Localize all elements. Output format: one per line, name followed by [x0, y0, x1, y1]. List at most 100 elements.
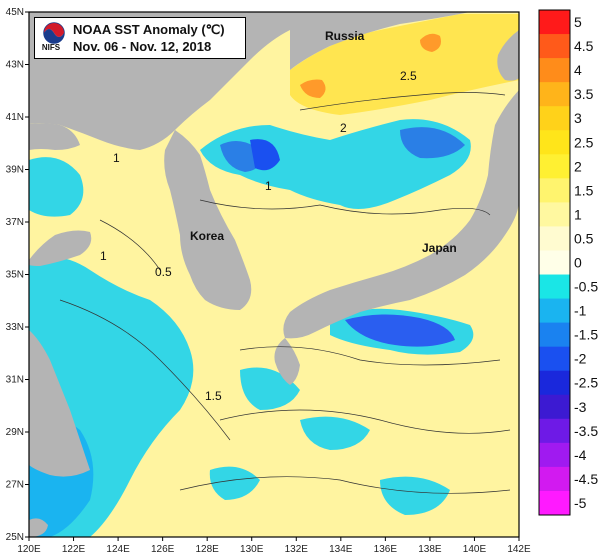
legend-label: 2	[574, 158, 582, 174]
map-date-range: Nov. 06 - Nov. 12, 2018	[73, 39, 212, 54]
land-japan-kyushu	[274, 338, 300, 385]
nifs-logo-icon	[43, 22, 65, 44]
x-tick-label: 126E	[151, 544, 175, 555]
place-label-japan: Japan	[422, 241, 457, 255]
y-tick-label: 27N	[6, 480, 24, 491]
y-tick-label: 43N	[6, 60, 24, 71]
land-shandong	[29, 230, 92, 266]
legend-label: 0.5	[574, 230, 594, 246]
y-tick-label: 31N	[6, 375, 24, 386]
place-label-russia: Russia	[325, 29, 365, 43]
contour-label-1a: 1	[113, 151, 120, 165]
y-tick-label: 41N	[6, 112, 24, 123]
legend-swatch	[539, 442, 570, 468]
legend-label: -4.5	[574, 471, 598, 487]
legend-label: 4	[574, 62, 582, 78]
contour-label-1-5: 1.5	[205, 389, 222, 403]
place-label-korea: Korea	[190, 229, 224, 243]
legend-swatch	[539, 274, 570, 300]
legend-swatch	[539, 178, 570, 203]
legend-swatch	[539, 106, 570, 131]
legend-swatch	[539, 418, 570, 444]
x-tick-label: 122E	[62, 544, 86, 555]
legend-label: 2.5	[574, 134, 594, 150]
contour-label-0-5: 0.5	[155, 265, 172, 279]
legend-label: -2.5	[574, 375, 598, 391]
legend-label: -0.5	[574, 279, 598, 295]
contour-label-1c: 1	[100, 249, 107, 263]
x-tick-label: 138E	[418, 544, 442, 555]
legend-border	[538, 9, 571, 516]
legend-swatch	[539, 250, 570, 276]
y-axis: 45N 43N 41N 39N 37N 35N 33N 31N 29N 27N 25N	[6, 7, 29, 543]
legend-label: 1	[574, 206, 582, 222]
legend-label: -3.5	[574, 423, 598, 439]
legend-swatch	[539, 226, 570, 251]
land-korea	[164, 130, 252, 310]
legend-label: -1.5	[574, 327, 598, 343]
legend-label: 0	[574, 255, 582, 271]
y-tick-label: 37N	[6, 217, 24, 228]
y-tick-label: 25N	[6, 532, 24, 543]
title-box: NIFS NOAA SST Anomaly (℃) Nov. 06 - Nov.…	[34, 17, 246, 59]
x-tick-label: 132E	[285, 544, 309, 555]
cold-spot-south-japan	[345, 314, 455, 347]
contour-label-1b: 1	[265, 179, 272, 193]
legend-swatch	[539, 490, 570, 516]
x-tick-label: 128E	[196, 544, 220, 555]
legend-label: -1	[574, 303, 587, 319]
y-tick-label: 29N	[6, 427, 24, 438]
land-liaodong	[29, 123, 80, 150]
legend-swatch	[539, 322, 570, 348]
land-china-coast	[29, 330, 90, 477]
x-tick-label: 134E	[329, 544, 353, 555]
legend-swatch	[539, 130, 570, 155]
legend-swatch	[539, 154, 570, 179]
legend-swatch	[539, 202, 570, 227]
legend-label: -2	[574, 351, 587, 367]
contour-lines	[59, 92, 511, 494]
legend-swatch	[539, 346, 570, 372]
land-taiwan	[29, 518, 48, 537]
legend-label: -4	[574, 447, 587, 463]
legend-label: 1.5	[574, 182, 594, 198]
y-tick-label: 45N	[6, 7, 24, 18]
cold-spot-east-sea-1	[220, 141, 261, 172]
cold-spot-east-sea-2	[250, 139, 280, 171]
cold-spot-east-sea-3	[400, 127, 465, 159]
x-tick-label: 130E	[240, 544, 264, 555]
legend-label: -3	[574, 399, 587, 415]
legend-swatch	[539, 298, 570, 324]
legend-label: 3	[574, 110, 582, 126]
map-title: NOAA SST Anomaly (℃)	[73, 22, 225, 37]
contour-label-2: 2	[340, 121, 347, 135]
x-tick-label: 136E	[374, 544, 398, 555]
y-tick-label: 33N	[6, 322, 24, 333]
land-japan-honshu	[283, 90, 519, 339]
legend-swatch	[539, 10, 570, 35]
legend-swatch	[539, 466, 570, 492]
cool-patch-3	[380, 476, 450, 515]
logo-text: NIFS	[41, 43, 61, 52]
cool-patch-2	[300, 416, 370, 450]
cool-patch-4	[209, 466, 260, 500]
x-tick-label: 124E	[106, 544, 130, 555]
x-tick-label: 120E	[17, 544, 41, 555]
x-tick-label: 142E	[507, 544, 531, 555]
legend-label: -5	[574, 495, 587, 511]
legend-swatch	[539, 82, 570, 107]
x-tick-label: 140E	[463, 544, 487, 555]
legend-label: 4.5	[574, 38, 594, 54]
y-tick-label: 35N	[6, 270, 24, 281]
legend-swatch	[539, 394, 570, 420]
legend-swatch	[539, 34, 570, 59]
legend-swatch	[539, 58, 570, 83]
hot-spot-2	[420, 33, 441, 52]
legend-label: 3.5	[574, 86, 594, 102]
hot-spot-1	[300, 79, 326, 98]
legend-label: 5	[574, 14, 582, 30]
legend-swatch	[539, 370, 570, 396]
color-legend: 5 4.5 4 3.5 3 2.5 2 1.5 1 0.5 0 -0.5 -1 -1.5 -2 -2.5 -3 -…	[538, 9, 598, 516]
contour-label-2-5: 2.5	[400, 69, 417, 83]
